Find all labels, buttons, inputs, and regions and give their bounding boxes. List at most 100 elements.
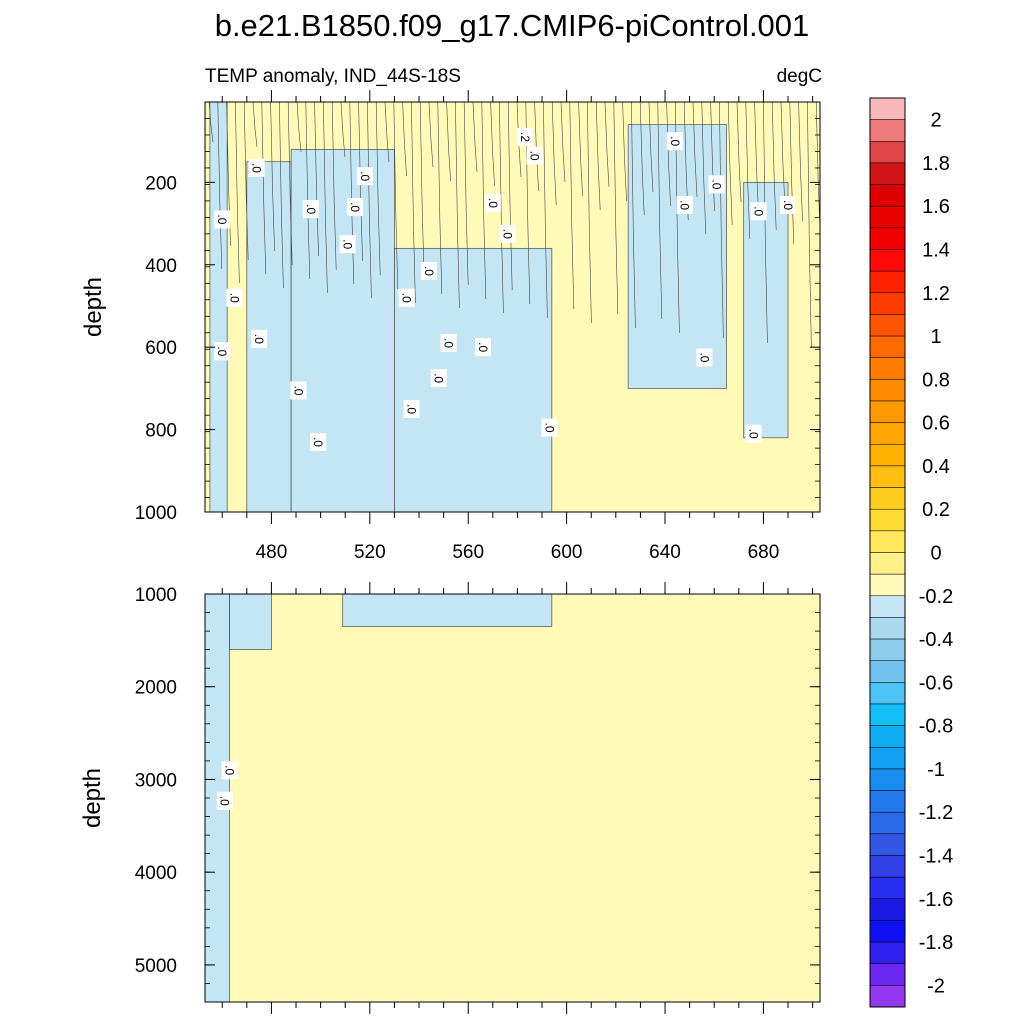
contour-label: .0	[526, 146, 543, 165]
contour-line	[648, 102, 654, 193]
colorbar-segment	[869, 205, 906, 229]
y-tick-label: 1000	[135, 503, 177, 524]
contour-label-text: .0	[710, 179, 724, 189]
contour-line	[217, 102, 223, 270]
contour-line	[560, 102, 566, 183]
contour-label-text: .0	[291, 385, 305, 395]
contour-label: .0	[339, 235, 356, 254]
contour-label: .0	[676, 196, 693, 215]
contour-label-box	[347, 198, 364, 217]
contour-line	[763, 102, 768, 344]
contour-label: .0	[474, 338, 491, 357]
colorbar-segment	[869, 920, 906, 943]
contour-label-text: .0	[223, 765, 237, 775]
y-tick-label: 600	[145, 338, 177, 359]
contour-line	[710, 102, 715, 212]
contour-line	[701, 102, 707, 235]
contour-label-box	[474, 338, 491, 357]
contour-label-box	[214, 210, 231, 229]
colorbar-frame	[869, 97, 906, 1008]
contour-line	[252, 102, 258, 148]
contour-line	[543, 102, 548, 319]
contour-label-text: .0	[215, 346, 229, 356]
contour-label: .0	[403, 399, 420, 418]
contour-label: .0	[214, 210, 231, 229]
contour-label-text: .2	[518, 132, 532, 142]
contour-line	[745, 102, 751, 240]
contour-label: .0	[221, 761, 238, 780]
plot-frame	[204, 101, 821, 513]
contour-line	[719, 102, 724, 339]
contour-label-box	[420, 261, 437, 280]
contour-line	[727, 102, 733, 226]
colorbar-level-label: 1	[930, 326, 941, 348]
contour-label-text: .0	[697, 352, 711, 362]
lower-depth-panel: .0 .0 1000 2000 3000 4000 5000	[135, 582, 821, 1014]
colorbar-segment	[869, 833, 906, 856]
colorbar-segment	[869, 162, 906, 185]
x-tick-label: 560	[452, 542, 484, 563]
colorbar-level-label: -0.6	[919, 672, 953, 694]
colorbar-level-label: -1.4	[919, 846, 953, 868]
contour-line	[780, 102, 786, 208]
contour-label-box	[516, 128, 533, 147]
colorbar-level-label: 0.4	[922, 456, 950, 478]
colorbar-level-label: -1	[927, 759, 945, 781]
negative-anomaly-region	[229, 593, 272, 650]
contour-label-text: .0	[250, 163, 264, 173]
contour-lines	[208, 102, 820, 349]
upper-y-axis-label: depth	[80, 277, 107, 337]
colorbar-segment	[869, 422, 906, 445]
contour-label-text: .0	[405, 404, 419, 414]
contour-line	[375, 102, 381, 276]
contour-line	[287, 102, 293, 266]
contour-label-box	[780, 196, 797, 215]
contour-label: .0	[347, 198, 364, 217]
negative-anomaly-region	[627, 124, 727, 389]
contour-line	[569, 102, 575, 310]
contour-label-box	[251, 329, 268, 348]
y-tick-label: 800	[145, 421, 177, 442]
contour-label-text: .0	[542, 423, 556, 433]
contour-line	[639, 102, 645, 216]
colorbar-level-label: 1.6	[922, 196, 950, 218]
contour-label-box	[440, 334, 457, 353]
colorbar-segment	[869, 97, 906, 120]
upper-depth-panel: .0 .0 .0 .0 .0 .0 .0 .0 .0 .0 .0 .0 .0 .0 .0 .0 .0 .0 .0 .2…	[135, 90, 821, 563]
colorbar-level-label: 0.6	[922, 413, 950, 435]
contour-label-text: .0	[215, 214, 229, 224]
contour-label-text: .0	[218, 796, 232, 806]
contour-label-box	[666, 132, 683, 151]
contour-line	[692, 102, 698, 198]
contour-line	[771, 102, 777, 231]
x-tick-label: 520	[354, 542, 386, 563]
y-tick-label: 2000	[135, 678, 177, 699]
contour-label: .0	[484, 193, 501, 212]
contour-line	[613, 102, 619, 315]
contour-label-box	[221, 761, 238, 780]
colorbar-segment	[869, 898, 906, 921]
contour-label-box	[430, 369, 447, 388]
contour-line	[235, 102, 240, 284]
contour-line	[481, 102, 487, 300]
contour-label-box	[696, 348, 713, 367]
contour-label-text: .0	[501, 229, 515, 239]
contour-label: .0	[499, 224, 516, 243]
contour-line	[463, 102, 469, 286]
contour-label-box	[302, 200, 319, 219]
contour-label-box	[676, 196, 693, 215]
colorbar-segment	[869, 141, 906, 164]
colorbar-segment	[869, 595, 906, 618]
colorbar-segment	[869, 790, 906, 813]
contour-label: .0	[398, 288, 415, 307]
contour-line	[604, 102, 610, 188]
contour-line	[393, 102, 399, 290]
contour-line	[243, 102, 249, 261]
contour-label-box	[484, 193, 501, 212]
colorbar-segment	[869, 249, 906, 272]
colorbar-segment	[869, 119, 906, 142]
colorbar-segment	[869, 638, 906, 661]
colorbar-segment	[869, 876, 906, 900]
y-tick-label: 1000	[135, 585, 177, 606]
